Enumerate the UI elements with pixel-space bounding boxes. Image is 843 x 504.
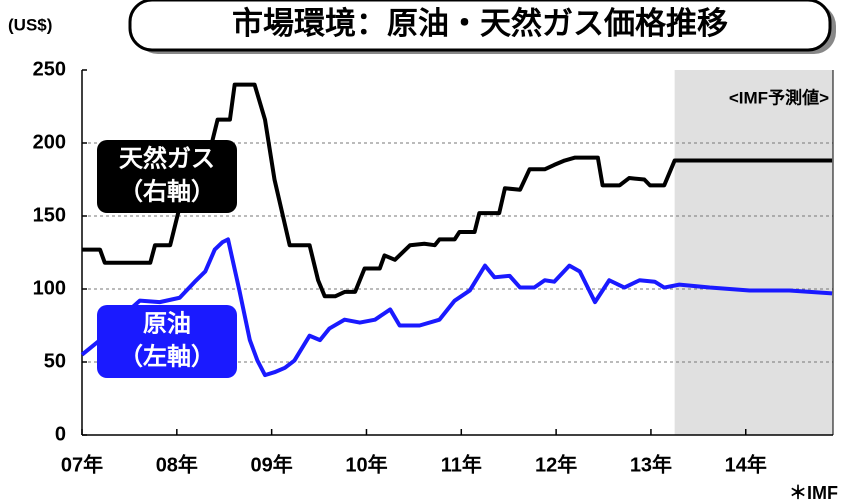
legend-name: 原油 [143, 310, 191, 337]
x-tick-label: 09年 [251, 452, 293, 476]
forecast-label: <IMF予測値> [729, 87, 829, 107]
y-tick-label: 0 [55, 423, 66, 445]
x-tick-label: 07年 [61, 452, 103, 476]
title-box [128, 0, 832, 52]
x-tick-label: 14年 [725, 452, 767, 476]
x-tick-label: 10年 [345, 452, 387, 476]
y-tick-label: 200 [33, 131, 66, 153]
y-tick-label: 250 [33, 58, 66, 80]
legend-axis: （右軸） [119, 178, 215, 205]
legend-box [97, 305, 237, 378]
x-tick-label: 08年 [156, 452, 198, 476]
legend-axis: （左軸） [119, 343, 215, 370]
x-tick-label: 12年 [535, 452, 577, 476]
y-tick-label: 150 [33, 204, 66, 226]
legend-box [97, 140, 237, 213]
chart-title: 市場環境：原油・天然ガス価格推移 [232, 6, 728, 41]
y-unit: (US$) [8, 15, 52, 34]
footnote: ＊IMF [789, 483, 838, 503]
y-tick-label: 50 [44, 350, 66, 372]
y-tick-label: 100 [33, 277, 66, 299]
forecast-region [674, 70, 833, 435]
x-tick-label: 13年 [630, 452, 672, 476]
x-tick-label: 11年 [441, 452, 482, 476]
legend-name: 天然ガス [119, 144, 215, 172]
series-line [80, 237, 833, 378]
